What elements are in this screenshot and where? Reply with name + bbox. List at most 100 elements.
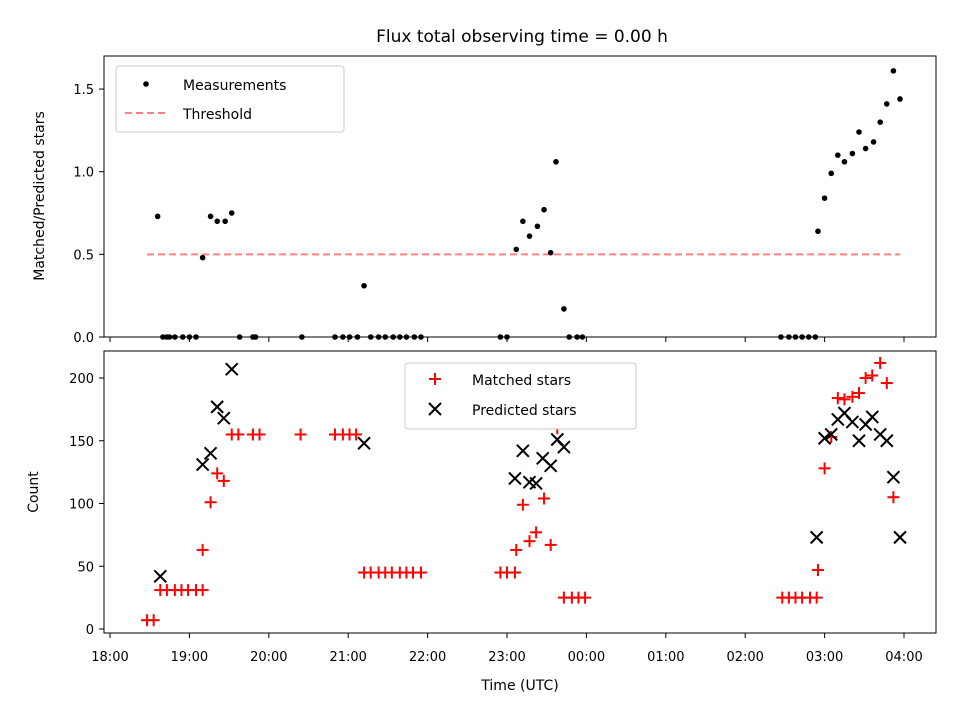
predicted-star-point bbox=[225, 362, 239, 376]
matched-star-point bbox=[880, 377, 893, 390]
top-y-tick-label: 0.0 bbox=[73, 331, 94, 346]
matched-star-point bbox=[414, 566, 427, 579]
matched-star-point bbox=[516, 498, 529, 511]
predicted-star-point bbox=[357, 436, 371, 450]
matched-star-point bbox=[530, 526, 543, 539]
matched-star-point bbox=[510, 543, 523, 556]
matched-star-point bbox=[508, 566, 521, 579]
measurement-point bbox=[805, 334, 812, 340]
x-tick-label: 21:00 bbox=[329, 650, 366, 665]
measurement-point bbox=[526, 233, 533, 239]
measurement-point bbox=[252, 334, 259, 340]
predicted-star-point bbox=[217, 411, 231, 425]
bottom-y-tick-label: 0 bbox=[86, 623, 94, 638]
matched-star-point bbox=[294, 428, 307, 441]
x-tick-label: 20:00 bbox=[250, 650, 287, 665]
measurement-point bbox=[897, 96, 903, 102]
bottom-y-tick-label: 50 bbox=[77, 560, 94, 575]
measurement-point bbox=[382, 334, 389, 340]
top-legend: Measurements Threshold bbox=[115, 65, 345, 133]
predicted-star-point bbox=[508, 471, 522, 486]
measurement-point bbox=[877, 119, 883, 125]
threshold-legend-label: Threshold bbox=[182, 107, 252, 123]
measurement-point bbox=[299, 334, 305, 340]
matched-star-point bbox=[350, 428, 363, 441]
predicted-star-point bbox=[852, 434, 866, 448]
measurement-point bbox=[815, 228, 821, 235]
measurement-point bbox=[856, 129, 862, 135]
measurement-point bbox=[160, 334, 166, 340]
predicted-star-point bbox=[543, 459, 558, 473]
predicted-star-point bbox=[809, 530, 824, 545]
matched-star-point bbox=[818, 462, 831, 475]
measurement-point bbox=[411, 334, 418, 340]
matched-star-point bbox=[810, 591, 823, 604]
matched-stars-legend-label: Matched stars bbox=[472, 373, 571, 389]
matched-star-point bbox=[523, 535, 536, 548]
predicted-stars-legend-label: Predicted stars bbox=[472, 403, 577, 419]
matched-star-point bbox=[211, 467, 224, 480]
bottom-y-axis: 0 50 100 150 200 bbox=[69, 372, 104, 638]
measurement-point bbox=[786, 334, 792, 340]
matched-star-point bbox=[196, 584, 209, 597]
top-y-axis-label: Matched/Predicted stars bbox=[32, 111, 48, 281]
measurement-point bbox=[340, 334, 346, 340]
measurement-point bbox=[520, 218, 526, 225]
measurement-point bbox=[883, 101, 890, 107]
predicted-star-point bbox=[210, 400, 224, 414]
measurement-point bbox=[870, 139, 877, 145]
measurement-point bbox=[361, 282, 367, 289]
matched-star-point bbox=[831, 392, 844, 405]
matched-star-point bbox=[811, 564, 824, 577]
predicted-star-point bbox=[203, 446, 218, 461]
top-legend-box bbox=[115, 65, 345, 133]
bottom-y-tick-label: 200 bbox=[69, 372, 94, 387]
measurement-point bbox=[154, 213, 161, 220]
measurement-point bbox=[418, 334, 424, 340]
matched-star-point bbox=[853, 387, 866, 400]
measurement-point bbox=[566, 334, 572, 340]
measurement-point bbox=[497, 334, 504, 340]
matched-star-point bbox=[544, 538, 557, 551]
measurement-point bbox=[541, 206, 547, 213]
x-tick-label: 02:00 bbox=[726, 650, 763, 665]
matched-star-point bbox=[579, 591, 592, 604]
predicted-star-point bbox=[824, 427, 838, 442]
predicted-star-point bbox=[529, 476, 543, 491]
measurement-point bbox=[193, 334, 199, 340]
measurement-point bbox=[799, 334, 805, 340]
predicted-stars-legend-marker bbox=[428, 402, 442, 416]
measurements-legend-marker bbox=[143, 81, 149, 87]
predicted-star-point bbox=[865, 410, 879, 424]
bottom-y-tick-label: 100 bbox=[69, 498, 94, 513]
predicted-star-point bbox=[195, 457, 210, 472]
predicted-star-point bbox=[845, 415, 860, 429]
bottom-legend-box bbox=[404, 362, 637, 430]
matched-star-point bbox=[196, 543, 209, 556]
measurement-point bbox=[228, 210, 235, 216]
predicted-star-point bbox=[153, 569, 167, 583]
measurement-point bbox=[354, 334, 361, 340]
measurement-point bbox=[547, 249, 554, 256]
matched-stars-series bbox=[141, 356, 900, 627]
measurement-point bbox=[214, 218, 220, 225]
bottom-axes-frame bbox=[103, 350, 937, 634]
x-tick-label: 23:00 bbox=[488, 650, 525, 665]
top-panel: 0.0 0.5 1.0 1.5 Matched/Predicted stars Mea… bbox=[32, 55, 937, 346]
matched-star-point bbox=[846, 390, 859, 403]
predicted-star-point bbox=[880, 434, 894, 448]
measurement-point bbox=[849, 150, 856, 157]
matched-stars-legend-marker bbox=[429, 373, 441, 385]
x-tick-label: 00:00 bbox=[568, 650, 605, 665]
measurement-point bbox=[553, 158, 559, 165]
matched-star-point bbox=[538, 492, 551, 505]
measurement-point bbox=[390, 334, 396, 340]
x-tick-label: 19:00 bbox=[171, 650, 208, 665]
measurement-point bbox=[199, 254, 206, 261]
matched-star-point bbox=[887, 491, 900, 504]
measurement-point bbox=[179, 334, 186, 340]
measurement-point bbox=[222, 218, 228, 225]
matched-star-point bbox=[147, 614, 160, 627]
top-x-axis bbox=[109, 337, 905, 342]
top-y-tick-label: 0.5 bbox=[73, 248, 94, 263]
